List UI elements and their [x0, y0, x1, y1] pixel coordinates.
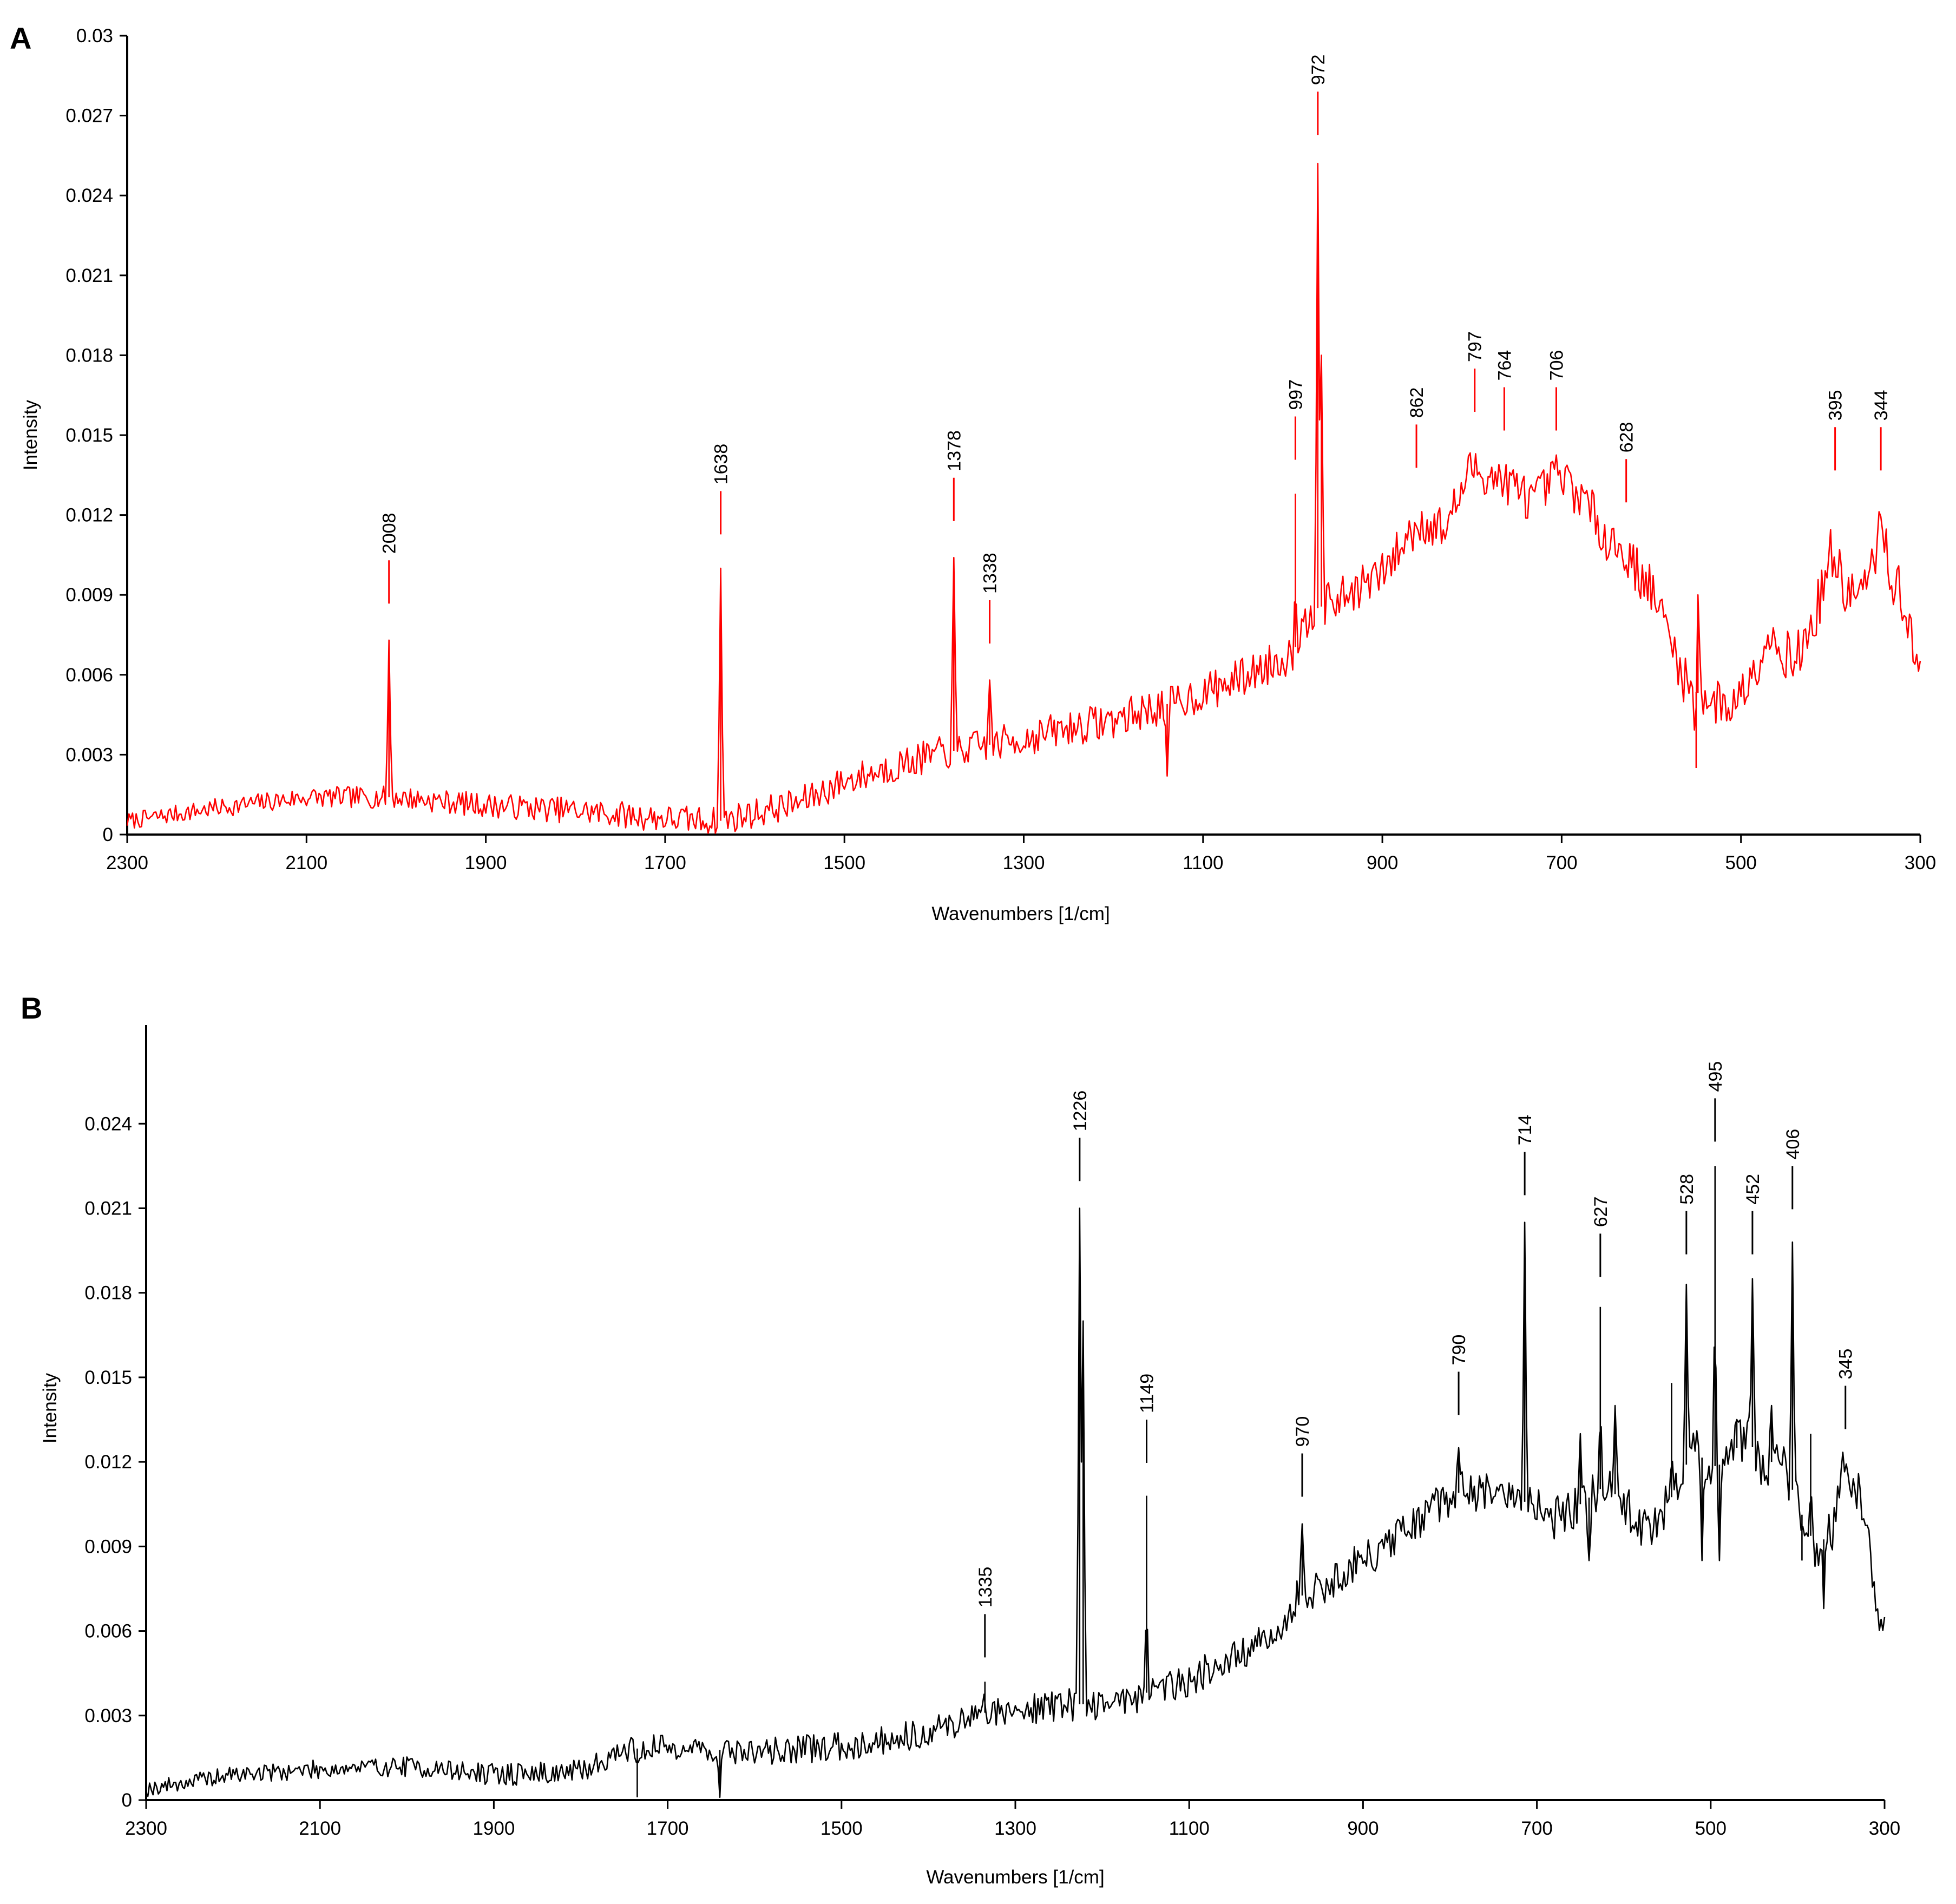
panel-a-y-axis-title: Intensity — [20, 399, 41, 470]
panel-b-y-tick-label: 0.021 — [84, 1198, 132, 1219]
panel-b-peak-label: 970 — [1292, 1416, 1313, 1447]
panel-b-x-tick-label: 1700 — [647, 1818, 689, 1839]
panel-a-peak-label: 997 — [1285, 379, 1306, 410]
panel-b-peak-label: 495 — [1705, 1061, 1726, 1092]
panel-a-peak-label: 1378 — [944, 430, 964, 471]
panel-a-x-tick-label: 300 — [1905, 852, 1936, 874]
panel-b-y-tick-label: 0.024 — [84, 1113, 132, 1134]
panel-a-x-axis: 2300 2100 1900 1700 1500 1300 1100 900 700 500 300 — [106, 835, 1936, 874]
panel-b-y-tick-label: 0.015 — [84, 1367, 132, 1388]
panel-a-y-axis: 0 0.003 0.006 0.009 0.012 0.015 0.018 0.021 0.02… — [65, 25, 127, 845]
panel-b-peak-label: 790 — [1449, 1335, 1469, 1365]
panel-a-letter: A — [10, 21, 31, 55]
panel-b-chart: B 0 0.003 0.006 0.009 0.012 0.015 0.018 0.021 0.… — [21, 991, 1900, 1888]
panel-a-y-tick-label: 0.006 — [65, 665, 113, 686]
panel-a-y-tick-label: 0.03 — [76, 25, 113, 47]
panel-a-y-tick-label: 0.024 — [65, 185, 113, 206]
panel-a-x-tick-label: 500 — [1725, 852, 1756, 874]
panel-a-y-tick-label: 0.021 — [65, 265, 113, 286]
panel-b-x-axis: 2300 2100 1900 1700 1500 1300 1100 900 700 500 300 — [125, 1800, 1900, 1839]
panel-a-x-tick-label: 1700 — [644, 852, 686, 874]
panel-b-x-tick-label: 300 — [1869, 1818, 1900, 1839]
panel-b-letter: B — [21, 991, 42, 1025]
panel-b-peak-label: 627 — [1591, 1197, 1611, 1227]
panel-a-y-tick-label: 0.027 — [65, 106, 113, 127]
panel-a-x-tick-label: 1900 — [465, 852, 507, 874]
panel-b-x-tick-label: 1300 — [994, 1818, 1036, 1839]
panel-a-peak-label: 764 — [1494, 350, 1515, 381]
panel-b-y-tick-label: 0.006 — [84, 1621, 132, 1642]
panel-a-y-tick-label: 0.003 — [65, 744, 113, 765]
panel-a-y-tick-label: 0.018 — [65, 345, 113, 366]
panel-a-spectrum-line — [126, 162, 1921, 834]
panel-a-y-tick-label: 0 — [103, 824, 113, 845]
panel-a-chart: A 0 0.003 0.006 0.009 0.012 0.015 0.018 0.021 0.… — [10, 21, 1936, 924]
panel-b-peak-label: 452 — [1743, 1174, 1763, 1205]
panel-a-y-tick-label: 0.009 — [65, 585, 113, 606]
panel-a-x-axis-title: Wavenumbers [1/cm] — [931, 903, 1110, 924]
panel-b-spectrum-line — [145, 1166, 1886, 1798]
panel-b-x-tick-label: 500 — [1695, 1818, 1727, 1839]
panel-b-y-tick-label: 0 — [122, 1790, 132, 1811]
panel-a-y-tick-label: 0.015 — [65, 425, 113, 446]
panel-b-peak-label: 1335 — [975, 1567, 996, 1608]
panel-a-x-tick-label: 2100 — [285, 852, 327, 874]
panel-a-y-tick-label: 0.012 — [65, 505, 113, 526]
panel-a-x-tick-label: 1100 — [1183, 852, 1223, 874]
panel-b-peak-label: 528 — [1677, 1174, 1697, 1205]
panel-b-x-tick-label: 1900 — [472, 1818, 515, 1839]
panel-b-peak-label: 406 — [1783, 1129, 1803, 1160]
panel-b-x-tick-label: 2300 — [125, 1818, 167, 1839]
panel-a-peak-label: 395 — [1826, 390, 1846, 421]
panel-a-peak-label: 1338 — [980, 553, 1001, 594]
panel-b-y-axis-title: Intensity — [40, 1373, 61, 1443]
panel-b-peak-label: 1226 — [1070, 1091, 1091, 1132]
panel-b-y-tick-label: 0.003 — [84, 1705, 132, 1726]
panel-a-peak-label: 1638 — [711, 444, 732, 485]
panel-b-y-axis: 0 0.003 0.006 0.009 0.012 0.015 0.018 0.021 0.02… — [84, 1113, 146, 1811]
panel-b-x-tick-label: 900 — [1347, 1818, 1379, 1839]
panel-a-x-tick-label: 1500 — [823, 852, 865, 874]
panel-b-peak-labels: 1335 1226 1149 970 790 714 627 528 495 452 406 345 — [975, 1061, 1856, 1658]
panel-a-peak-label: 344 — [1871, 390, 1892, 421]
panel-b-y-tick-label: 0.012 — [84, 1452, 132, 1473]
panel-a-peak-label: 2008 — [379, 513, 400, 554]
panel-a-x-tick-label: 900 — [1367, 852, 1398, 874]
panel-b-peak-label: 345 — [1836, 1349, 1856, 1380]
panel-a-peak-label: 628 — [1617, 422, 1637, 453]
panel-b-x-tick-label: 1100 — [1169, 1818, 1210, 1839]
panel-b-y-tick-label: 0.018 — [84, 1283, 132, 1304]
panel-b-peak-label: 1149 — [1137, 1374, 1158, 1413]
panel-a-peak-label: 972 — [1308, 55, 1329, 86]
panel-a-x-tick-label: 700 — [1546, 852, 1577, 874]
panel-b-peak-label: 714 — [1515, 1115, 1535, 1146]
panel-a-x-tick-label: 1300 — [1003, 852, 1045, 874]
panel-a-peak-label: 862 — [1407, 388, 1427, 418]
panel-a-peak-label: 797 — [1465, 331, 1486, 362]
panel-b-x-tick-label: 1500 — [821, 1818, 863, 1839]
panel-b-y-tick-label: 0.009 — [84, 1536, 132, 1557]
panel-a-x-tick-label: 2300 — [106, 852, 148, 874]
panel-a-peak-label: 706 — [1547, 350, 1567, 381]
panel-a-peak-labels: 2008 1638 1378 1338 997 972 862 797 764 706 628 395… — [379, 55, 1892, 644]
panel-b-x-axis-title: Wavenumbers [1/cm] — [926, 1867, 1104, 1888]
panel-b-x-tick-label: 2100 — [299, 1818, 341, 1839]
panel-b-x-tick-label: 700 — [1521, 1818, 1552, 1839]
